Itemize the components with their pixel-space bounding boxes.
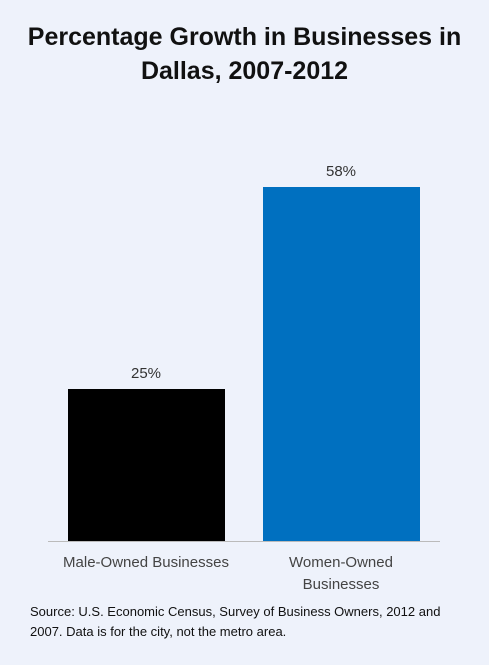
value-label: 25%	[130, 364, 162, 382]
bar	[67, 388, 225, 541]
bar	[262, 187, 420, 541]
x-tick-label: Male-Owned Businesses	[63, 554, 229, 571]
baseline	[48, 541, 440, 542]
value-label: 58%	[325, 163, 357, 181]
source-note: Source: U.S. Economic Census, Survey of …	[30, 604, 441, 639]
chart-title: Percentage Growth in Businesses in Dalla…	[27, 23, 462, 85]
x-tick-label: Women-Owned Businesses	[289, 554, 393, 593]
